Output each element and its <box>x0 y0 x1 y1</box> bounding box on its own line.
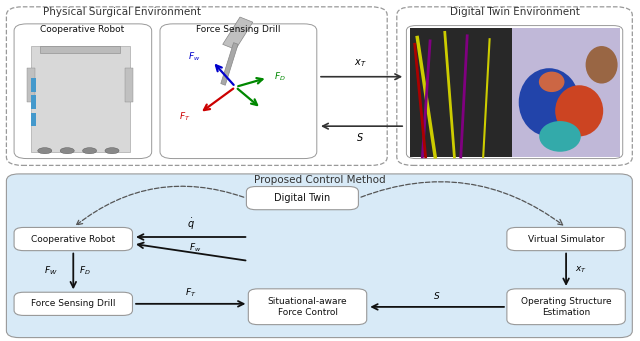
FancyBboxPatch shape <box>14 227 132 251</box>
Bar <box>31 46 130 152</box>
Text: Physical Surgical Environment: Physical Surgical Environment <box>43 7 200 17</box>
Text: Force Sensing Drill: Force Sensing Drill <box>31 299 116 308</box>
Bar <box>410 28 512 157</box>
Ellipse shape <box>556 85 604 136</box>
Bar <box>31 113 36 126</box>
Polygon shape <box>223 17 253 49</box>
FancyBboxPatch shape <box>406 26 623 159</box>
Ellipse shape <box>60 148 74 154</box>
Text: $S$: $S$ <box>433 291 441 301</box>
FancyBboxPatch shape <box>248 289 367 325</box>
Ellipse shape <box>83 148 97 154</box>
FancyBboxPatch shape <box>14 292 132 315</box>
Ellipse shape <box>38 148 52 154</box>
Text: Digital Twin: Digital Twin <box>275 193 330 203</box>
Ellipse shape <box>519 68 580 136</box>
Bar <box>512 28 620 157</box>
Text: $F_W$: $F_W$ <box>44 265 58 277</box>
Text: $F_w$: $F_w$ <box>188 51 200 63</box>
Text: Force Sensing Drill: Force Sensing Drill <box>196 25 280 34</box>
Text: Proposed Control Method: Proposed Control Method <box>254 175 386 186</box>
FancyBboxPatch shape <box>6 7 387 165</box>
Ellipse shape <box>105 148 119 154</box>
Text: Digital Twin Environment: Digital Twin Environment <box>451 7 580 17</box>
Text: Situational-aware
Force Control: Situational-aware Force Control <box>268 297 348 316</box>
Text: $F_D$: $F_D$ <box>274 71 285 83</box>
Bar <box>31 95 36 109</box>
Bar <box>40 46 120 53</box>
Ellipse shape <box>586 46 618 84</box>
FancyBboxPatch shape <box>14 24 152 159</box>
FancyBboxPatch shape <box>507 289 625 325</box>
Text: $F_D$: $F_D$ <box>79 265 91 277</box>
FancyBboxPatch shape <box>397 7 632 165</box>
Ellipse shape <box>540 121 581 152</box>
FancyBboxPatch shape <box>6 174 632 338</box>
Text: $F_w$: $F_w$ <box>189 242 202 254</box>
Text: Cooperative Robot: Cooperative Robot <box>40 25 125 34</box>
Bar <box>125 68 133 102</box>
Text: $\dot{q}$: $\dot{q}$ <box>187 217 195 232</box>
FancyBboxPatch shape <box>246 187 358 210</box>
Polygon shape <box>221 43 238 85</box>
Text: Virtual Simulator: Virtual Simulator <box>528 235 604 243</box>
Text: $F_T$: $F_T$ <box>185 286 196 299</box>
FancyBboxPatch shape <box>507 227 625 251</box>
Bar <box>27 68 35 102</box>
Text: Cooperative Robot: Cooperative Robot <box>31 235 115 243</box>
FancyBboxPatch shape <box>160 24 317 159</box>
Text: $x_T$: $x_T$ <box>575 265 587 275</box>
Text: Operating Structure
Estimation: Operating Structure Estimation <box>521 297 611 316</box>
Ellipse shape <box>539 72 564 92</box>
Text: $S$: $S$ <box>356 131 364 143</box>
Text: $F_T$: $F_T$ <box>179 111 190 123</box>
Bar <box>31 78 36 92</box>
Text: $x_T$: $x_T$ <box>354 57 367 69</box>
